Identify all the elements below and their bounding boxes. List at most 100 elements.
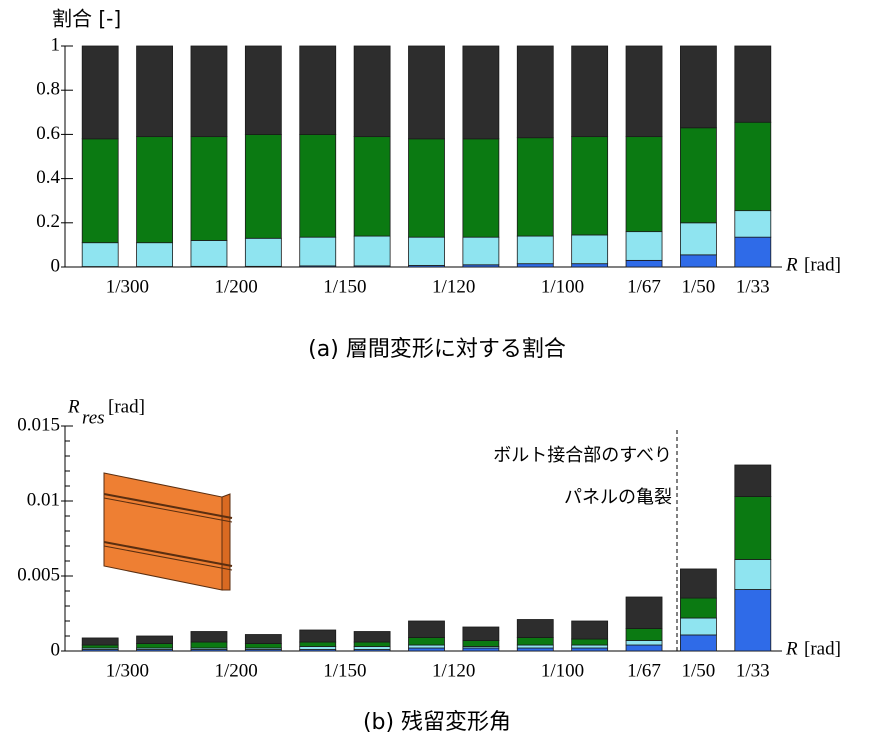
bar-segment <box>625 596 663 629</box>
y-tick-label: 0.8 <box>36 79 60 100</box>
bar-segment <box>244 634 282 644</box>
bar-segment <box>516 235 554 265</box>
bar-segment <box>462 626 500 641</box>
bar-segment <box>462 45 500 140</box>
bar-segment <box>190 631 228 643</box>
x-tick-label: 1/33 <box>736 276 770 297</box>
bar-segment <box>734 210 772 238</box>
bar-segment <box>136 45 173 138</box>
bar-segment <box>734 464 772 497</box>
bar-segment <box>353 136 391 237</box>
bar-segment <box>299 646 337 650</box>
bar-segment <box>136 136 173 244</box>
annotation: ボルト接合部のすべり <box>493 445 672 466</box>
bar-segment <box>571 136 609 236</box>
x-label-unit: [rad] <box>804 254 841 275</box>
bar-segment <box>353 45 391 138</box>
bar-segment <box>625 644 663 652</box>
x-label-symbol: R <box>785 254 798 275</box>
bar-segment <box>680 597 717 619</box>
x-tick-label: 1/120 <box>432 660 475 681</box>
bar-segment <box>625 259 663 268</box>
bar-segment <box>190 641 228 649</box>
bar-segment <box>81 138 119 244</box>
bar-segment <box>244 133 282 239</box>
bar-segment <box>571 638 609 646</box>
bar-segment <box>516 647 554 652</box>
bar-segment <box>734 559 772 590</box>
caption: (a) 層間変形に対する割合 <box>308 337 566 362</box>
bar-segment <box>571 647 609 652</box>
bar-segment <box>244 643 282 649</box>
bar-segment <box>81 637 119 646</box>
bar-segment <box>516 619 554 638</box>
y-tick-label: 1 <box>51 34 61 55</box>
panel-illustration <box>103 472 233 591</box>
bar-segment <box>680 568 717 599</box>
bar-segment <box>462 138 500 238</box>
bar-segment <box>625 640 663 646</box>
bar-segment <box>408 45 445 140</box>
bar-segment <box>571 45 609 138</box>
bar-segment <box>462 236 500 266</box>
bar-segment <box>299 629 337 643</box>
bar-segment <box>408 236 445 266</box>
bar-segment <box>734 589 772 652</box>
bar-segment <box>462 647 500 652</box>
bar-segment <box>734 496 772 560</box>
bar-segment <box>516 263 554 268</box>
y-tick-label: 0.4 <box>36 167 60 188</box>
x-tick-label: 1/150 <box>323 276 366 297</box>
x-tick-label: 1/100 <box>541 276 584 297</box>
x-tick-label: 1/67 <box>627 660 661 681</box>
bar-segment <box>734 45 772 123</box>
bar-segment <box>190 45 228 138</box>
bar-segment <box>680 617 717 636</box>
bar-segment <box>353 631 391 643</box>
y-tick-label: 0.2 <box>36 211 60 232</box>
bar-segment <box>516 137 554 237</box>
bar-segment <box>680 634 717 652</box>
bar-segment <box>299 641 337 647</box>
bar-segment <box>353 235 391 267</box>
bar-segment <box>408 620 445 638</box>
bar-segment <box>516 45 554 139</box>
y-tick-label: 0 <box>51 639 61 660</box>
bar-segment <box>571 263 609 268</box>
bar-segment <box>516 644 554 649</box>
bar-segment <box>81 45 119 140</box>
bar-segment <box>408 637 445 646</box>
bar-segment <box>244 45 282 135</box>
y-label: 割合 [-] <box>52 7 121 31</box>
annotation: パネルの亀裂 <box>564 487 672 508</box>
x-tick-label: 1/300 <box>106 660 149 681</box>
bar-segment <box>625 45 663 138</box>
bar-segment <box>353 641 391 647</box>
bar-segment <box>136 643 173 649</box>
bar-segment <box>81 242 119 267</box>
bar-segment <box>625 136 663 233</box>
bar-segment <box>299 236 337 267</box>
bar-segment <box>353 646 391 650</box>
bar-segment <box>571 620 609 640</box>
bar-segment <box>734 121 772 212</box>
y-tick-label: 0 <box>51 255 61 276</box>
x-tick-label: 1/200 <box>215 276 258 297</box>
x-tick-label: 1/50 <box>682 276 716 297</box>
bar-segment <box>571 644 609 649</box>
bar-segment <box>516 637 554 646</box>
bar-segment <box>734 236 772 268</box>
x-tick-label: 1/33 <box>736 660 770 681</box>
bar-segment <box>625 628 663 641</box>
x-tick-label: 1/50 <box>682 660 716 681</box>
bar-segment <box>625 231 663 261</box>
y-label-unit: [rad] <box>108 396 145 417</box>
bar-segment <box>408 644 445 649</box>
y-label-subscript: res <box>82 407 105 428</box>
bar-segment <box>680 45 717 129</box>
bar-segment <box>190 240 228 267</box>
y-tick-label: 0.005 <box>17 564 60 585</box>
x-label-unit: [rad] <box>804 638 841 659</box>
